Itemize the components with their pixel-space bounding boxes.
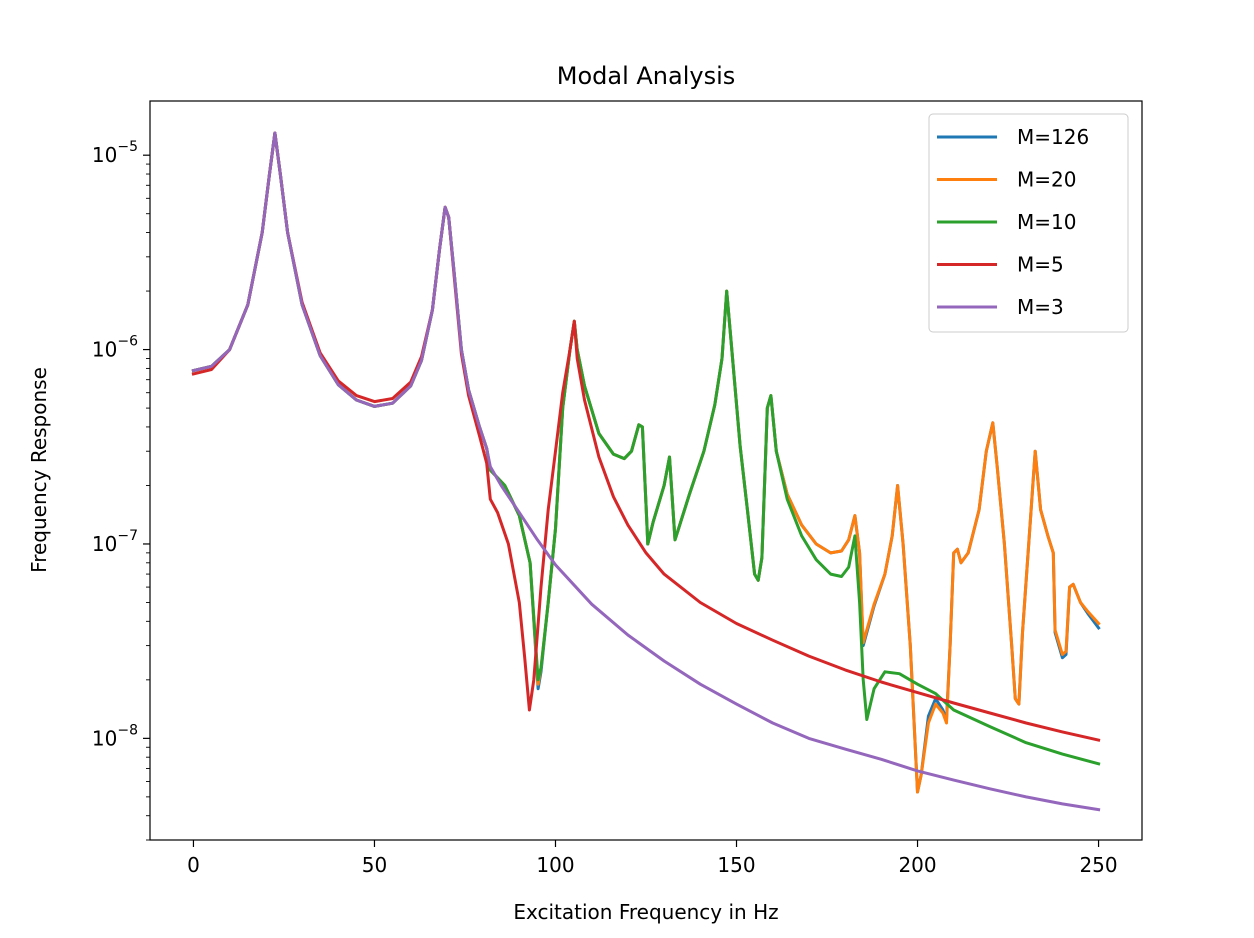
x-tick-label: 250 [1079, 853, 1117, 877]
y-tick-label: 10−7 [92, 528, 138, 556]
y-tick-label: 10−6 [92, 334, 138, 362]
x-axis: 0 50 100 150 200 250 [187, 840, 1118, 877]
x-tick-label: 0 [187, 853, 200, 877]
x-axis-label: Excitation Frequency in Hz [513, 900, 778, 924]
chart-title: Modal Analysis [557, 62, 736, 90]
plot-area [191, 131, 1101, 812]
x-tick-label: 200 [898, 853, 936, 877]
y-tick-label: 10−8 [92, 722, 138, 750]
legend-box [928, 113, 1129, 333]
axes-frame [149, 100, 1143, 841]
legend: M=126 M=20 M=10 M=5 M=3 [928, 113, 1129, 333]
y-axis-label: Frequency Response [27, 367, 51, 573]
legend-label-m-3: M=3 [1017, 295, 1064, 319]
x-tick-label: 150 [717, 853, 755, 877]
legend-label-m-5: M=5 [1017, 253, 1064, 277]
series-line-m-3 [191, 131, 1101, 812]
y-axis: 10−8 10−7 10−6 10−5 [92, 139, 150, 841]
x-tick-label: 50 [362, 853, 387, 877]
legend-label-m-20: M=20 [1017, 168, 1076, 192]
legend-label-m-10: M=10 [1017, 210, 1076, 234]
legend-label-m-126: M=126 [1017, 125, 1089, 149]
series-layer [191, 131, 1101, 812]
y-tick-label: 10−5 [92, 139, 138, 167]
x-tick-label: 100 [536, 853, 574, 877]
